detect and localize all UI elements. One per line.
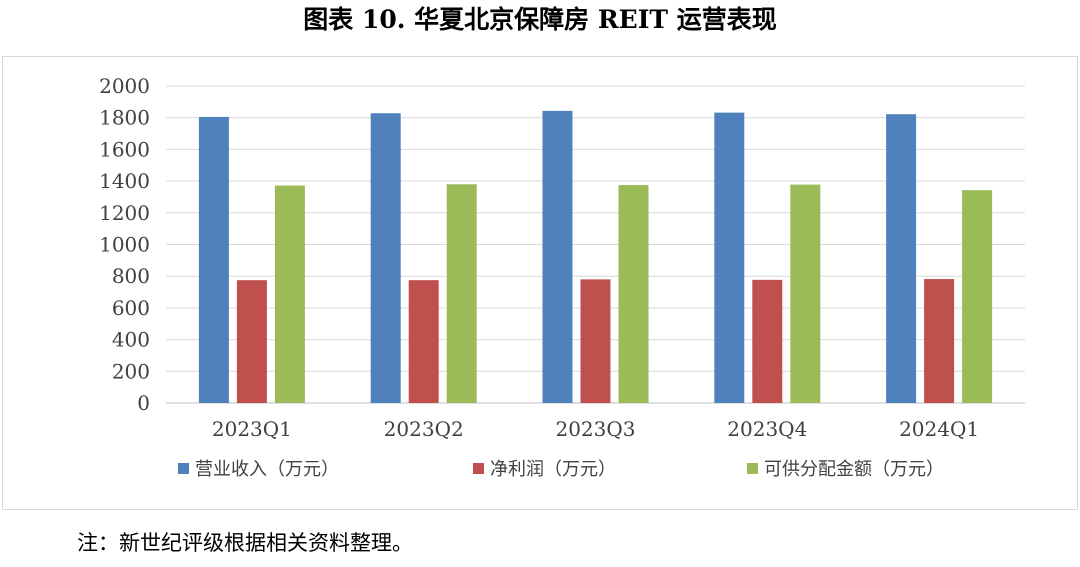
bar	[236, 280, 267, 403]
bar	[198, 116, 229, 403]
bar	[446, 184, 477, 403]
y-tick-label: 400	[112, 328, 150, 352]
bar	[752, 279, 783, 403]
bar	[714, 112, 745, 404]
y-tick-label: 1000	[99, 233, 150, 257]
y-tick-label: 1600	[99, 137, 150, 161]
bar	[886, 114, 917, 403]
y-tick-label: 1200	[99, 201, 150, 225]
y-tick-label: 2000	[99, 74, 150, 98]
bar	[618, 185, 649, 403]
bar	[962, 190, 993, 403]
x-tick-label: 2023Q4	[727, 417, 807, 441]
y-tick-label: 200	[112, 359, 150, 383]
source-note: 注：新世纪评级根据相关资料整理。	[77, 531, 413, 555]
legend-label: 可供分配金额（万元）	[764, 459, 944, 480]
bar	[274, 185, 305, 403]
y-tick-label: 0	[137, 391, 150, 415]
chart-title: 图表 10. 华夏北京保障房 REIT 运营表现	[303, 5, 777, 34]
bar	[542, 110, 573, 404]
bar	[924, 279, 955, 403]
bar	[408, 280, 439, 403]
bar	[580, 279, 611, 403]
legend-swatch	[473, 463, 484, 474]
bar-chart: 0 200 400 600 800 1000 1200 1400 1600 1800 2000 202…	[99, 74, 1025, 480]
chart-frame: 0 200 400 600 800 1000 1200 1400 1600 1800 2000 202…	[2, 56, 1078, 510]
x-tick-label: 2023Q3	[555, 417, 635, 441]
legend-swatch	[178, 463, 189, 474]
x-tick-label: 2023Q1	[212, 417, 292, 441]
bar	[370, 113, 401, 404]
legend-swatch	[747, 463, 758, 474]
bar	[790, 184, 821, 403]
x-tick-label: 2024Q1	[899, 417, 979, 441]
y-tick-label: 1400	[99, 169, 150, 193]
y-tick-label: 1800	[99, 106, 150, 130]
legend-label: 净利润（万元）	[490, 459, 616, 480]
y-tick-label: 600	[112, 296, 150, 320]
legend-label: 营业收入（万元）	[195, 459, 339, 480]
y-tick-label: 800	[112, 264, 150, 288]
x-tick-label: 2023Q2	[384, 417, 464, 441]
